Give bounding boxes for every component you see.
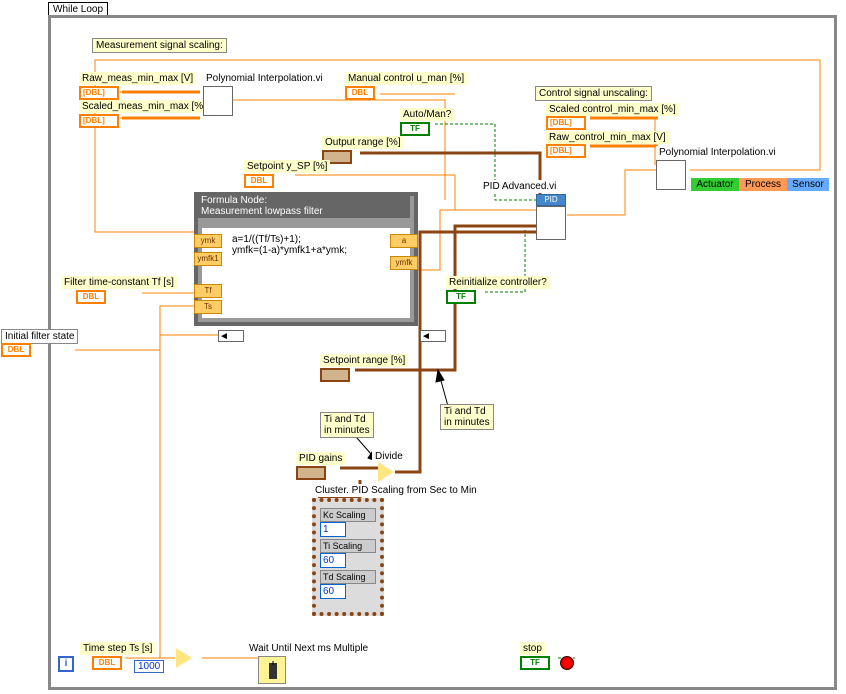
subvi-poly2[interactable]: [656, 160, 686, 190]
term-init-filter[interactable]: DBL: [1, 343, 31, 357]
arrow-right: ◄: [420, 330, 446, 342]
term-reinit[interactable]: TF: [446, 290, 476, 304]
note-ctrl-unscaling: Control signal unscaling:: [535, 86, 652, 101]
term-filter-tc[interactable]: DBL: [76, 290, 106, 304]
label-raw-ctrl: Raw_control_min_max [V]: [546, 131, 669, 144]
pid-header: PID: [536, 194, 566, 206]
cl-td-label: Td Scaling: [320, 570, 376, 584]
subvi-poly1[interactable]: [203, 86, 233, 116]
label-scaled-meas: Scaled_meas_min_max [%]: [79, 100, 209, 113]
node-multiply[interactable]: [176, 648, 192, 668]
label-init-filter: Initial filter state: [1, 329, 78, 344]
term-raw-meas[interactable]: [79, 86, 119, 100]
cluster-pid-scaling[interactable]: Kc Scaling 1 Ti Scaling 60 Td Scaling 60: [312, 498, 384, 616]
cl-td-val[interactable]: 60: [320, 584, 346, 599]
label-reinit: Reinitialize controller?: [446, 276, 550, 289]
term-sp-range[interactable]: [320, 368, 350, 382]
loop-i-terminal: i: [58, 656, 74, 672]
fn-ymfk: ymfk: [390, 256, 418, 270]
cl-ti-label: Ti Scaling: [320, 539, 376, 553]
subvi-pid-adv[interactable]: [536, 206, 566, 240]
term-pid-gains[interactable]: [296, 466, 326, 480]
cl-ti-val[interactable]: 60: [320, 553, 346, 568]
term-scaled-meas[interactable]: [79, 114, 119, 128]
label-poly1: Polynomial Interpolation.vi: [203, 72, 326, 85]
note-meas-scaling: Measurement signal scaling:: [92, 38, 227, 53]
label-poly2: Polynomial Interpolation.vi: [656, 146, 779, 159]
label-scaled-ctrl: Scaled control_min_max [%]: [546, 103, 679, 116]
label-filter-tc: Filter time-constant Tf [s]: [61, 276, 177, 289]
fn-ymk: ymk: [194, 234, 222, 248]
label-stop: stop: [520, 642, 545, 655]
arrow-left: ◄: [218, 330, 244, 342]
label-pid-adv: PID Advanced.vi: [480, 180, 559, 193]
wait-icon[interactable]: [258, 656, 286, 684]
note-titd2: Ti and Td in minutes: [440, 404, 494, 430]
note-titd1: Ti and Td in minutes: [320, 412, 374, 438]
fn-a: a: [390, 234, 418, 248]
box-process: Process: [739, 178, 787, 191]
label-setpoint: Setpoint y_SP [%]: [244, 160, 330, 173]
label-raw-meas: Raw_meas_min_max [V]: [79, 72, 196, 85]
cl-kc-val[interactable]: 1: [320, 522, 346, 537]
stop-button-icon[interactable]: [560, 656, 574, 670]
term-scaled-ctrl[interactable]: [546, 116, 586, 130]
term-raw-ctrl[interactable]: [546, 144, 586, 158]
label-output-range: Output range [%]: [322, 136, 404, 149]
fn-ts: Ts: [194, 300, 222, 314]
box-sensor: Sensor: [787, 178, 829, 191]
label-auto-man: Auto/Man?: [400, 108, 454, 121]
const-1000[interactable]: 1000: [134, 660, 164, 673]
term-auto-man[interactable]: TF: [400, 122, 430, 136]
term-stop[interactable]: TF: [520, 656, 550, 670]
term-time-step[interactable]: DBL: [92, 656, 122, 670]
cl-kc-label: Kc Scaling: [320, 508, 376, 522]
term-setpoint[interactable]: DBL: [244, 174, 274, 188]
label-man-ctrl: Manual control u_man [%]: [345, 72, 467, 85]
formula-node[interactable]: Formula Node: Measurement lowpass filter…: [194, 192, 418, 326]
formula-title: Formula Node: Measurement lowpass filter: [198, 194, 410, 218]
label-cluster: Cluster. PID Scaling from Sec to Min: [312, 484, 480, 497]
fn-ymfk1: ymfk1: [194, 252, 222, 266]
box-actuator: Actuator: [691, 178, 739, 191]
label-time-step: Time step Ts [s]: [80, 642, 155, 655]
term-man-ctrl[interactable]: DBL: [345, 86, 375, 100]
label-sp-range: Setpoint range [%]: [320, 354, 408, 367]
node-divide[interactable]: [378, 462, 394, 482]
label-wait: Wait Until Next ms Multiple: [246, 642, 371, 655]
formula-body: a=1/((Tf/Ts)+1); ymfk=(1-a)*ymfk1+a*ymk;: [202, 228, 410, 318]
label-pid-gains: PID gains: [296, 452, 345, 465]
fn-tf: Tf: [194, 284, 222, 298]
